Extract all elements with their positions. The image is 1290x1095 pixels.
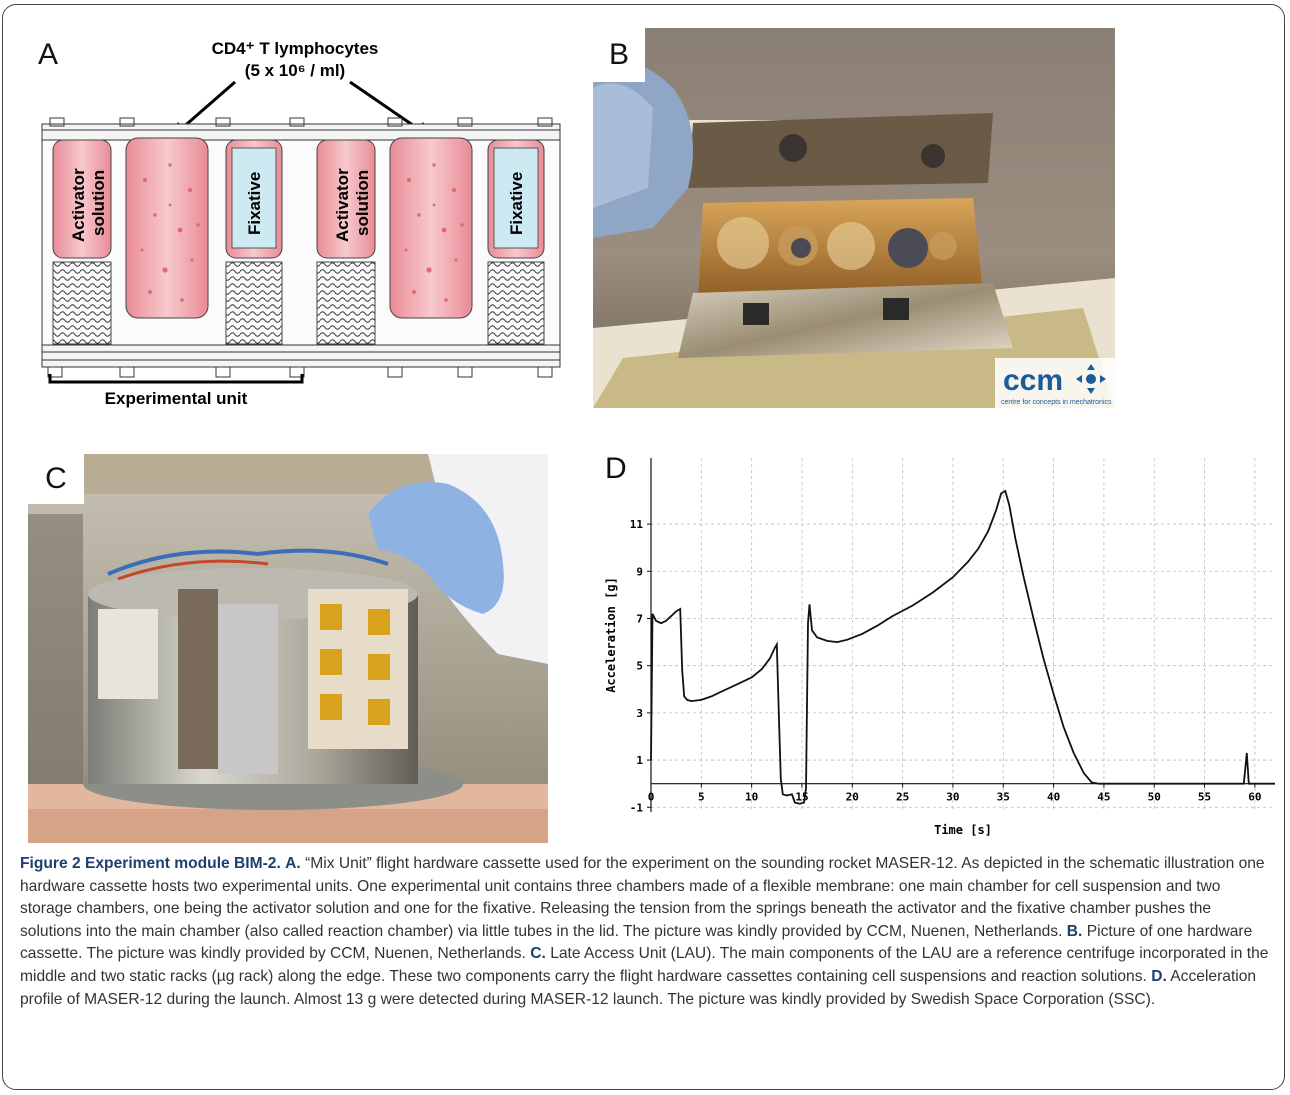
y-tick-label: 1: [636, 754, 643, 767]
main-chamber-2: [389, 137, 473, 319]
acceleration-line: [650, 489, 1275, 805]
main-chamber-1: [125, 137, 209, 319]
fixative-chamber-2: [493, 147, 539, 249]
caption-a-text: “Mix Unit” flight hardware cassette used…: [20, 855, 1265, 940]
caption-figure-label: Figure 2 Experiment module BIM-2.: [20, 855, 281, 872]
caption-d-text: Acceleration profile of MASER-12 during …: [20, 967, 1257, 1008]
x-tick-label: 10: [745, 791, 758, 804]
panel-d-chart: D 0 5 10 15 20 25 30 35 40 45 50 55 60 -1 1 3 5 7 9 11 Time…: [593, 450, 1281, 850]
activator-label-2a: Activator: [333, 168, 352, 242]
panel-b-letter: B: [593, 28, 645, 82]
x-tick-label: 60: [1248, 791, 1261, 804]
figure-frame: [2, 4, 1285, 1090]
cells-label-line1: CD4⁺ T lymphocytes: [212, 39, 379, 58]
y-tick-label: 11: [630, 518, 644, 531]
x-tick-label: 40: [1047, 791, 1060, 804]
x-tick-label: 15: [795, 791, 808, 804]
x-axis-label: Time [s]: [934, 823, 992, 837]
experimental-unit-1: Activator solution Fixative: [52, 137, 283, 345]
figure-caption: Figure 2 Experiment module BIM-2. A. “Mi…: [20, 853, 1275, 1011]
cassette-frame: [41, 117, 561, 378]
arrow-right: [349, 80, 421, 132]
arrow-left: [179, 80, 236, 132]
cassette-schematic: CD4⁺ T lymphocytes (5 x 10⁶ / ml): [41, 39, 561, 408]
caption-c-text: Late Access Unit (LAU). The main compone…: [20, 945, 1269, 985]
x-tick-label: 55: [1198, 791, 1211, 804]
caption-a-label: A.: [285, 855, 301, 872]
panel-c-photo: C: [28, 454, 548, 843]
y-tick-label: 9: [636, 565, 643, 578]
spring-1: [52, 261, 112, 345]
y-tick-label: 5: [636, 660, 643, 673]
ccm-logo-icon: [1076, 364, 1106, 394]
cells-label-line2: (5 x 10⁶ / ml): [245, 61, 345, 80]
x-tick-label: 50: [1148, 791, 1161, 804]
fixative-chamber-1: [231, 147, 277, 249]
panel-b-photo: ccm centre for concepts in mechatronics …: [593, 28, 1115, 408]
y-tick-label: 7: [636, 612, 643, 625]
unit-bracket: [48, 374, 304, 384]
spring-3: [316, 261, 376, 345]
panel-a-schematic: A CD4⁺ T lymphocytes (5 x 10⁶ / ml): [20, 30, 580, 420]
y-axis-label: Acceleration [g]: [604, 577, 618, 693]
experimental-unit-label: Experimental unit: [105, 389, 248, 408]
fixative-label-1: Fixative: [245, 172, 264, 235]
x-tick-label: 5: [698, 791, 705, 804]
ccm-logo-text: ccm: [1003, 364, 1063, 397]
activator-label-2b: solution: [353, 170, 372, 236]
activator-chamber-2: [316, 139, 376, 259]
x-tick-label: 25: [896, 791, 909, 804]
chart-axes: [650, 458, 1275, 812]
y-tick-label: -1: [630, 801, 644, 814]
chart-grid: [650, 458, 1275, 812]
panel-c-letter: C: [28, 454, 84, 504]
activator-label-1b: solution: [89, 170, 108, 236]
caption-c-label: C.: [530, 945, 546, 963]
activator-label-1a: Activator: [69, 168, 88, 242]
caption-b-label: B.: [1066, 922, 1083, 940]
fixative-label-2: Fixative: [507, 172, 526, 235]
x-tick-label: 45: [1097, 791, 1110, 804]
y-tick-label: 3: [636, 707, 643, 720]
activator-chamber-1: [52, 139, 112, 259]
panel-d-letter: D: [605, 452, 627, 485]
late-access-unit-photo: [28, 454, 548, 843]
cassette-photo: ccm centre for concepts in mechatronics: [593, 28, 1115, 408]
x-tick-label: 35: [997, 791, 1010, 804]
x-tick-label: 0: [648, 791, 655, 804]
panel-a-letter: A: [38, 38, 59, 71]
spring-4: [487, 261, 545, 345]
experimental-unit-2: Activator solution Fixative: [316, 137, 545, 345]
x-tick-label: 20: [846, 791, 859, 804]
x-tick-label: 30: [946, 791, 959, 804]
caption-d-label: D.: [1151, 967, 1167, 985]
spring-2: [225, 261, 283, 345]
caption-b-text: Picture of one hardware cassette. The pi…: [20, 922, 1253, 963]
ccm-logo-subtext: centre for concepts in mechatronics: [1001, 399, 1112, 406]
